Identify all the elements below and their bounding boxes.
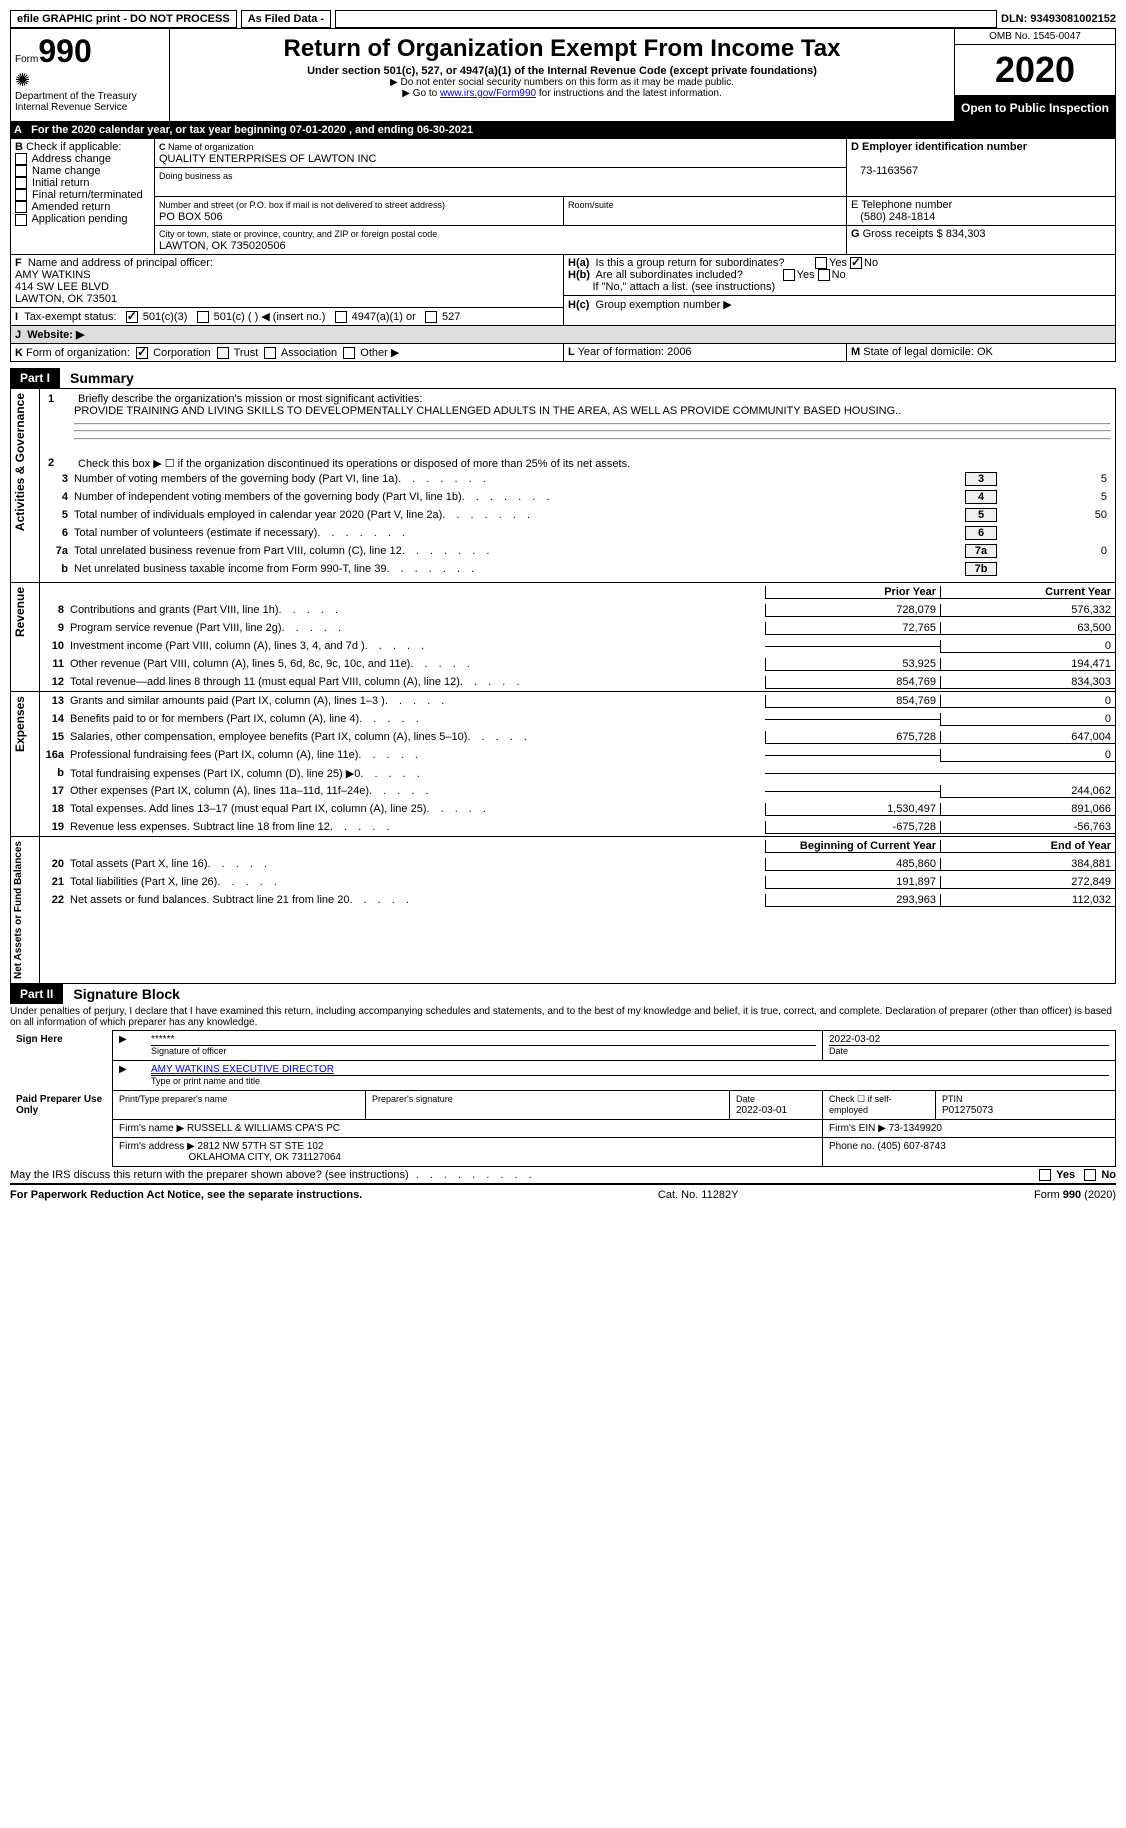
asfiled-blank (335, 10, 997, 28)
efile-label: efile GRAPHIC print - DO NOT PROCESS (10, 10, 237, 28)
officer-name: AMY WATKINS (15, 269, 91, 281)
part2-header: Part II Signature Block (10, 984, 1116, 1004)
form-title: Return of Organization Exempt From Incom… (178, 35, 946, 63)
declaration-text: Under penalties of perjury, I declare th… (10, 1004, 1116, 1030)
dept-label: Department of the Treasury (15, 91, 165, 102)
header-left: Form990 ✺ Department of the Treasury Int… (11, 29, 170, 121)
header-right: OMB No. 1545-0047 2020 Open to Public In… (954, 29, 1115, 121)
officer-name-link[interactable]: AMY WATKINS EXECUTIVE DIRECTOR (151, 1064, 334, 1075)
irs-label: Internal Revenue Service (15, 102, 165, 113)
hb-yes-checkbox[interactable] (783, 269, 795, 281)
footer: For Paperwork Reduction Act Notice, see … (10, 1185, 1116, 1201)
discuss-yes-checkbox[interactable] (1039, 1169, 1051, 1181)
phone: (580) 248-1814 (860, 211, 935, 223)
irs-link[interactable]: www.irs.gov/Form990 (440, 88, 536, 99)
dln: DLN: 93493081002152 (1001, 13, 1116, 25)
street: PO BOX 506 (159, 211, 223, 223)
city: LAWTON, OK 735020506 (159, 240, 286, 252)
row-a: A For the 2020 calendar year, or tax yea… (10, 122, 1116, 138)
firm-name: RUSSELL & WILLIAMS CPA'S PC (187, 1123, 340, 1134)
gross-receipts: 834,303 (946, 228, 986, 240)
discuss-no-checkbox[interactable] (1084, 1169, 1096, 1181)
signature-table: Sign Here ▶ ****** Signature of officer … (10, 1030, 1116, 1167)
ha-no-checkbox[interactable] (850, 257, 862, 269)
part1-table: Activities & Governance 1Briefly describ… (10, 388, 1116, 984)
part1-header: Part I Summary (10, 368, 1116, 388)
entity-info-table: B Check if applicable: Address change Na… (10, 138, 1116, 362)
asfiled-label: As Filed Data - (241, 10, 331, 28)
sign-date: 2022-03-02 (829, 1034, 880, 1045)
hb-no-checkbox[interactable] (818, 269, 830, 281)
form-header: Form990 ✺ Department of the Treasury Int… (10, 28, 1116, 122)
ha-yes-checkbox[interactable] (815, 257, 827, 269)
501c3-checkbox[interactable] (126, 311, 138, 323)
header-center: Return of Organization Exempt From Incom… (170, 29, 954, 121)
ein: 73-1163567 (860, 165, 918, 177)
mission-text: PROVIDE TRAINING AND LIVING SKILLS TO DE… (44, 405, 1111, 417)
corp-checkbox[interactable] (136, 347, 148, 359)
org-name: QUALITY ENTERPRISES OF LAWTON INC (159, 153, 376, 165)
top-bar: efile GRAPHIC print - DO NOT PROCESS As … (10, 10, 1116, 28)
